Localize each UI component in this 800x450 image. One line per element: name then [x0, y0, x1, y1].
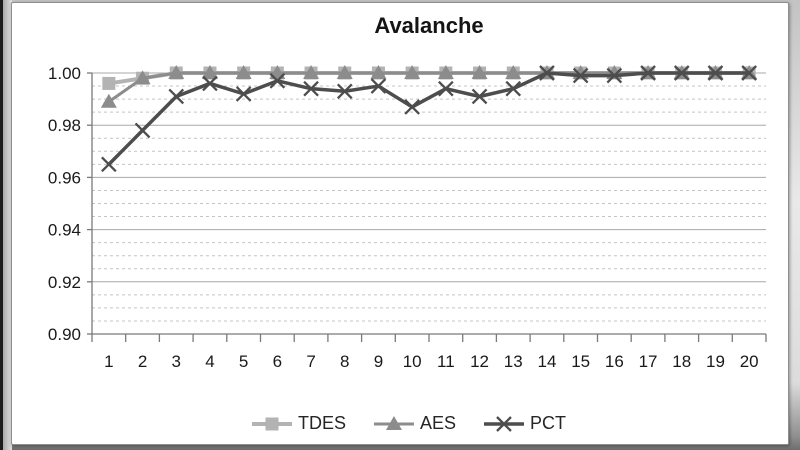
legend-item-pct: PCT: [482, 413, 566, 434]
x-tick-label: 9: [374, 352, 383, 371]
series-aes-triangle-marker: [100, 93, 117, 108]
legend-item-tdes: TDES: [250, 413, 346, 434]
x-tick-label: 4: [205, 352, 214, 371]
x-tick-label: 3: [172, 352, 181, 371]
x-tick-label: 1: [104, 352, 113, 371]
x-tick-label: 2: [138, 352, 147, 371]
legend-triangle-icon: [373, 415, 414, 430]
series-aes-triangle-marker: [404, 65, 421, 79]
chart-legend: TDES AES PCT: [250, 413, 566, 434]
y-tick-label: 0.90: [48, 325, 81, 344]
legend-label: AES: [419, 413, 457, 433]
series-tdes-square-marker: [102, 76, 116, 90]
x-tick-label: 15: [571, 352, 590, 371]
x-tick-label: 11: [437, 352, 455, 371]
x-tick-label: 14: [537, 352, 556, 371]
legend-x-icon: [484, 415, 525, 432]
x-tick-label: 5: [239, 352, 248, 371]
x-tick-label: 6: [273, 352, 282, 371]
chart-card: Avalanche 1.00 0.98 0.96 0.94 0.92 0.90 1 2 3 4 5 6…: [11, 2, 789, 445]
x-tick-label: 19: [706, 352, 725, 371]
series-aes-triangle-marker: [336, 65, 353, 79]
series-pct-x-marker: [640, 65, 656, 81]
legend-square-icon: [251, 417, 292, 430]
series-pct-x-marker: [539, 65, 555, 81]
series-pct-x-marker: [505, 80, 522, 97]
x-tick-label: 7: [306, 352, 315, 371]
series-pct-x-marker: [404, 99, 420, 115]
x-tick-label: 18: [672, 352, 691, 371]
y-tick-label: 0.96: [48, 168, 81, 187]
series-aes-triangle-marker: [168, 65, 185, 79]
series-aes-triangle-marker: [134, 70, 151, 85]
series-pct-x-marker: [572, 67, 589, 84]
y-tick-label: 0.92: [48, 273, 81, 292]
series-pct-x-marker: [303, 80, 319, 97]
series-pct-x-marker: [438, 80, 454, 97]
series-aes-triangle-marker: [235, 65, 252, 79]
series-pct-x-marker: [606, 67, 623, 84]
x-tick-label: 12: [470, 352, 489, 371]
legend-label: PCT: [530, 413, 567, 433]
series-aes-triangle-marker: [471, 65, 488, 79]
x-tick-label: 16: [605, 352, 624, 371]
series-pct-x-marker: [741, 65, 757, 81]
series-line-pct: [107, 71, 750, 166]
series-pct-x-marker: [673, 65, 690, 81]
y-tick-label: 0.98: [48, 116, 81, 135]
page-edge-strip: [0, 0, 3, 450]
series-aes-triangle-marker: [201, 65, 218, 79]
y-tick-label: 0.94: [48, 221, 81, 240]
series-aes-triangle-marker: [303, 65, 320, 79]
y-tick-label: 1.00: [48, 64, 81, 83]
series-aes-triangle-marker: [437, 65, 454, 79]
series-pct-x-marker: [336, 83, 353, 100]
series-pct-x-marker: [101, 156, 117, 173]
series-pct-x-marker: [370, 78, 387, 94]
page-edge-shade: [3, 0, 12, 450]
series-pct-x-marker: [269, 73, 286, 89]
x-tick-label: 8: [340, 352, 349, 371]
series-pct-x-marker: [202, 75, 218, 92]
legend-item-aes: AES: [372, 413, 456, 434]
series-pct-x-marker: [168, 88, 185, 105]
x-tick-label: 10: [403, 352, 422, 371]
series-pct-x-marker: [235, 86, 252, 102]
series-aes-triangle-marker: [370, 65, 387, 79]
series-pct-x-marker: [134, 122, 151, 139]
legend-label: TDES: [297, 413, 346, 433]
x-tick-label: 17: [639, 352, 658, 371]
series-pct-x-marker: [707, 65, 724, 81]
series-aes-triangle-marker: [505, 65, 522, 79]
series-pct-x-marker: [471, 88, 488, 105]
chart-title: Avalanche: [374, 13, 484, 38]
avalanche-line-chart: 1.000.980.960.940.920.901 2 3 4 5 6 7 8 9 10 11 12 1…: [48, 64, 767, 371]
x-tick-label: 20: [740, 352, 759, 371]
x-tick-label: 13: [504, 352, 523, 371]
